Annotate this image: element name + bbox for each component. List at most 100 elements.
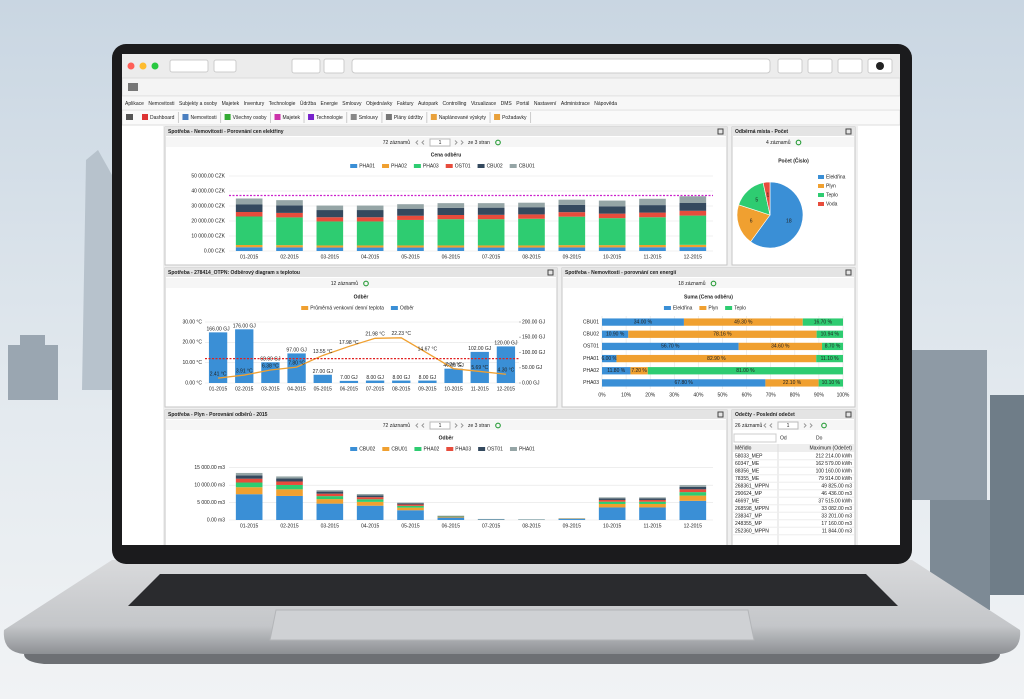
y-tick-label: 30.00 °C (182, 319, 202, 325)
bar-segment (316, 221, 344, 246)
legend: PHA01 PHA02 PHA03 OST01 CBU02 CBU01 (350, 163, 535, 169)
menu-item[interactable]: Faktury (397, 101, 414, 107)
bar-segment (518, 218, 545, 246)
panel-title: Odběrná místa - Počet (735, 129, 788, 135)
toolbar-item[interactable]: Dashboard (150, 115, 175, 121)
menu-item[interactable]: Smlouvy (342, 101, 362, 107)
x-tick-label: 11-2015 (644, 523, 662, 529)
menu-item[interactable]: Energie (321, 101, 338, 107)
window-minimize[interactable] (139, 62, 147, 70)
bar-segment (477, 245, 505, 248)
menu-item[interactable]: Nápověda (594, 101, 617, 107)
toolbar-item[interactable]: Technologie (316, 115, 343, 121)
refresh-icon[interactable] (363, 280, 369, 287)
menu-item[interactable]: Controlling (443, 101, 467, 107)
legend-swatch (445, 164, 453, 168)
pager-input[interactable] (429, 421, 451, 430)
menu-item[interactable]: Majetek (222, 101, 240, 107)
refresh-icon[interactable] (795, 139, 802, 146)
filter-input[interactable] (733, 433, 777, 443)
legend-swatch (818, 202, 824, 206)
bar-segment (639, 205, 666, 213)
toolbar-item[interactable]: Nemovitosti (190, 115, 216, 121)
x-tick-label: 09-2015 (563, 254, 582, 260)
toolbar-item[interactable]: Požadavky (502, 115, 527, 121)
pager-prev[interactable] (415, 423, 425, 428)
line-value-label: 7.80 °C (288, 360, 305, 366)
pager-input[interactable] (777, 421, 799, 430)
toolbar-item[interactable]: Všechny osoby (233, 115, 267, 121)
bar-segment (598, 507, 626, 520)
window-close[interactable] (127, 62, 135, 70)
bar-segment (356, 217, 384, 222)
menu-item[interactable]: Administrace (561, 101, 590, 107)
menu-item[interactable]: Objednávky (366, 101, 393, 107)
bar-value-label: 49.30 % (734, 319, 753, 325)
bar-segment (647, 367, 843, 375)
panel-header (165, 127, 727, 136)
menu-item[interactable]: Nemovitosti (148, 101, 174, 107)
address-bar[interactable] (351, 58, 771, 74)
panel-close[interactable] (547, 269, 554, 276)
cast-button[interactable] (807, 58, 833, 74)
menu-item[interactable]: Subjekty a osoby (179, 101, 218, 107)
y-tick-label: 40 000.00 CZK (191, 188, 225, 194)
pager-next[interactable] (454, 140, 464, 145)
sidebar-button[interactable] (213, 59, 237, 73)
legend-swatch (818, 193, 824, 197)
menu-item[interactable]: DMS (501, 101, 513, 107)
bar-segment (679, 247, 707, 251)
refresh-icon[interactable] (495, 139, 501, 146)
legend-label: Průměrná venkovní denní teplota (310, 304, 384, 311)
pager-next[interactable] (454, 423, 464, 428)
bar-segment (598, 499, 626, 502)
menu-item[interactable]: Inventury (244, 101, 265, 107)
menu-item[interactable]: Autopark (418, 101, 439, 107)
panel-close[interactable] (717, 128, 724, 135)
toolbar-item[interactable]: Naplánované výskyty (439, 115, 487, 121)
refresh-icon[interactable] (495, 422, 501, 429)
tools-button[interactable] (291, 58, 321, 74)
legend-swatch (382, 164, 390, 168)
toolbar-item[interactable]: Plány údržby (394, 115, 423, 121)
menu-item[interactable]: Údržba (300, 100, 316, 107)
menu-item[interactable]: Aplikace (125, 101, 144, 107)
share-button[interactable] (323, 58, 345, 74)
menu-item[interactable]: Nastavení (534, 101, 557, 107)
panel-close[interactable] (845, 411, 852, 418)
y-tick-label: CBU01 (583, 319, 599, 325)
menu-item[interactable]: Vizualizace (471, 101, 496, 107)
menu-item[interactable]: Portál (516, 101, 529, 107)
bar-segment (356, 499, 384, 502)
pager-prev[interactable] (763, 423, 773, 428)
cell: 100 160.00 kWh (816, 468, 853, 474)
pager-pages: ze 3 stran (468, 423, 490, 429)
x-tick-label: 08-2015 (522, 523, 541, 529)
download-icon (876, 62, 884, 70)
bar-segment (316, 490, 344, 492)
bar-value-label: 7.20 % (631, 368, 647, 374)
panel-close[interactable] (717, 411, 724, 418)
toolbar-item[interactable]: Majetek (283, 115, 301, 121)
bar (261, 362, 280, 383)
legend-label: OST01 (455, 163, 471, 169)
panel-header (165, 410, 727, 419)
bar-segment (316, 499, 344, 504)
cell: 248355_MP (735, 521, 763, 527)
pager-input[interactable] (429, 138, 451, 147)
cloud-button[interactable] (777, 58, 803, 74)
apps-icon[interactable] (128, 83, 138, 91)
tabs-button[interactable] (837, 58, 863, 74)
panel-close[interactable] (845, 128, 852, 135)
pager-next[interactable] (803, 423, 813, 428)
refresh-icon[interactable] (821, 422, 827, 429)
window-zoom[interactable] (151, 62, 159, 70)
toolbar-item[interactable]: Smlouvy (359, 115, 379, 121)
panel-close[interactable] (845, 269, 852, 276)
x-tick-label: 11-2015 (471, 386, 489, 392)
menu-item[interactable]: Technologie (269, 101, 296, 107)
refresh-icon[interactable] (710, 280, 717, 287)
nav-buttons[interactable] (169, 59, 209, 73)
legend-label: CBU02 (487, 163, 503, 169)
pager-prev[interactable] (415, 140, 425, 145)
